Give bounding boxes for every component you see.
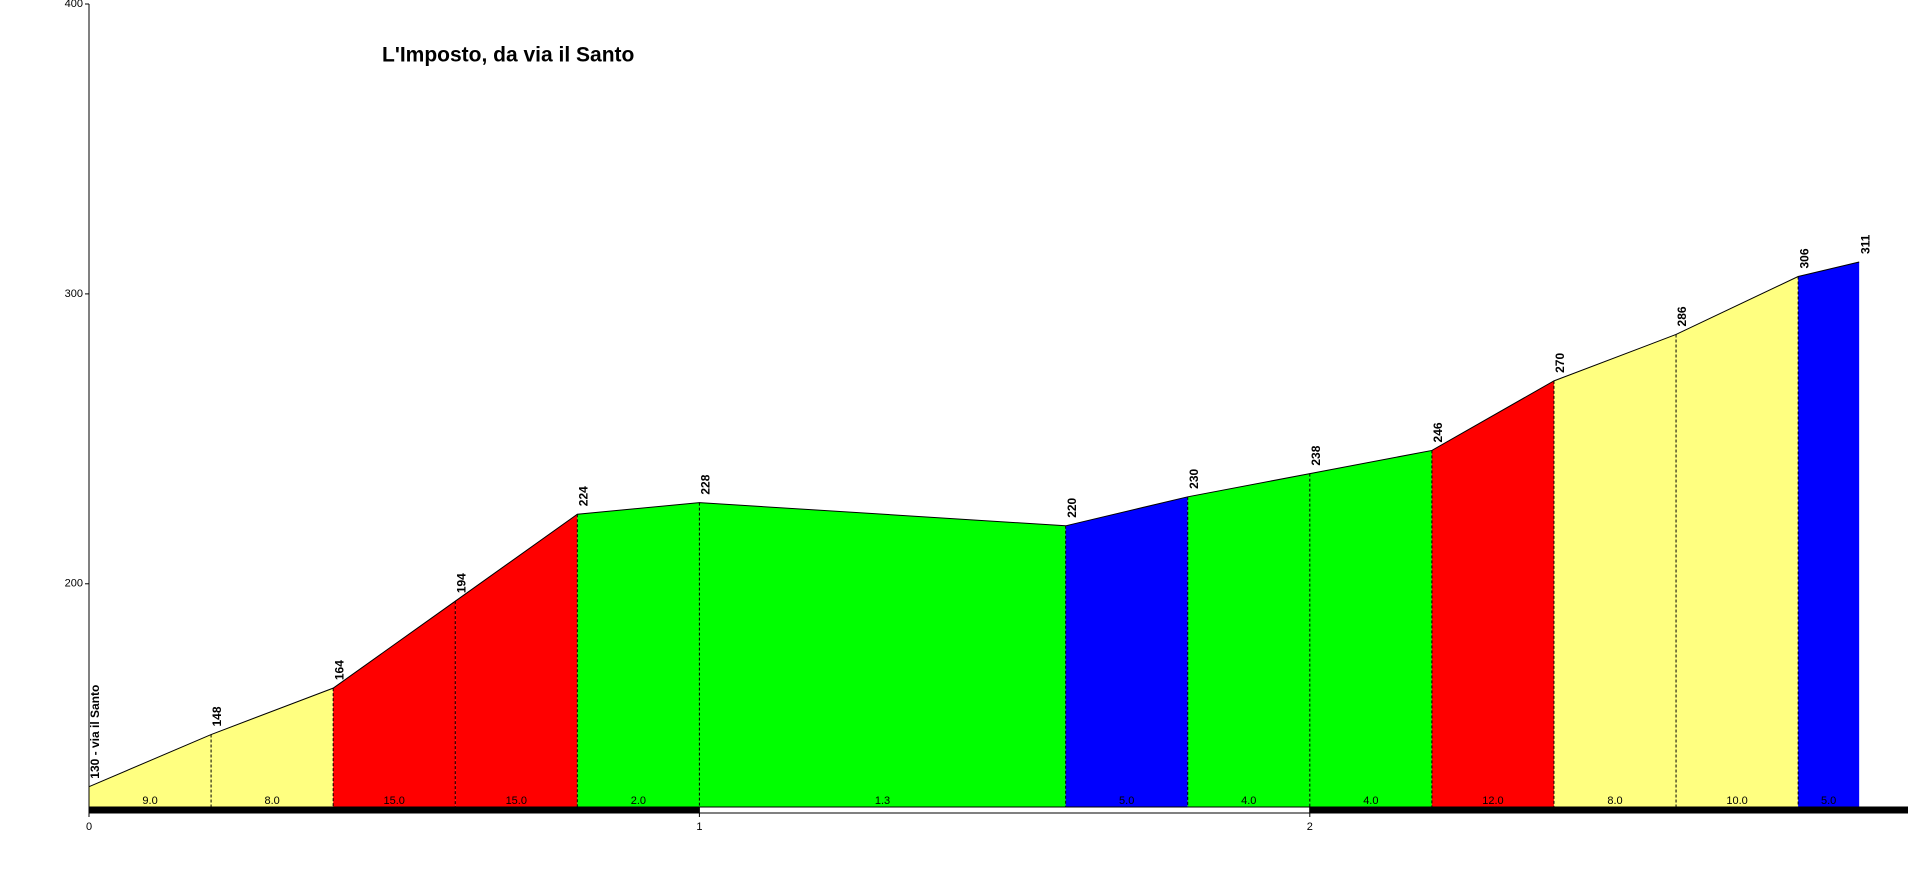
point-label: 224 (576, 486, 590, 506)
profile-line (88, 261, 1860, 788)
point-label: 130 - via il Santo (88, 685, 102, 779)
x-tick-label: 2 (1307, 821, 1313, 833)
point-label: 228 (699, 474, 713, 494)
profile-segment (1676, 276, 1799, 808)
point-label: 194 (454, 573, 468, 593)
gradient-label: 5.0 (1119, 795, 1134, 807)
gradient-label: 9.0 (142, 795, 157, 807)
profile-segment (1187, 473, 1310, 807)
point-label: 246 (1431, 422, 1445, 442)
y-tick-label: 400 (65, 0, 83, 10)
gradient-label: 12.0 (1482, 795, 1503, 807)
gradient-label: 15.0 (383, 795, 404, 807)
distance-bar (698, 806, 1311, 814)
profile-segment (1309, 450, 1432, 807)
gradient-label: 8.0 (1607, 795, 1622, 807)
profile-segment (577, 502, 700, 807)
gradient-label: 4.0 (1363, 795, 1378, 807)
point-label: 311 (1858, 234, 1872, 254)
x-tick-label: 1 (696, 821, 702, 833)
point-label: 286 (1675, 306, 1689, 326)
point-label: 148 (210, 706, 224, 726)
profile-segment (1798, 262, 1860, 807)
gradient-label: 10.0 (1726, 795, 1747, 807)
x-tick-label: 0 (86, 821, 92, 833)
profile-segment (333, 601, 456, 807)
gradient-label: 5.0 (1821, 795, 1836, 807)
point-label: 230 (1187, 468, 1201, 488)
chart-title: L'Imposto, da via il Santo (382, 44, 634, 67)
distance-bar (88, 806, 700, 814)
gradient-label: 2.0 (631, 795, 646, 807)
y-tick-label: 300 (65, 288, 83, 300)
gradient-label: 4.0 (1241, 795, 1256, 807)
profile-segment (455, 514, 578, 807)
gradient-label: 8.0 (264, 795, 279, 807)
point-label: 238 (1309, 445, 1323, 465)
profile-segment (211, 688, 334, 807)
profile-segment (699, 502, 1066, 807)
profile-segment (89, 734, 212, 807)
y-tick-label: 200 (65, 578, 83, 590)
profile-segment (1431, 380, 1554, 807)
point-label: 164 (332, 660, 346, 680)
profile-segment (1065, 496, 1188, 807)
profile-segment (1553, 334, 1677, 807)
distance-bar (1309, 806, 1908, 814)
point-label: 306 (1797, 248, 1811, 268)
point-label: 220 (1065, 497, 1079, 517)
gradient-label: 15.0 (506, 795, 527, 807)
point-label: 270 (1553, 353, 1567, 373)
gradient-label: 1.3 (875, 795, 890, 807)
